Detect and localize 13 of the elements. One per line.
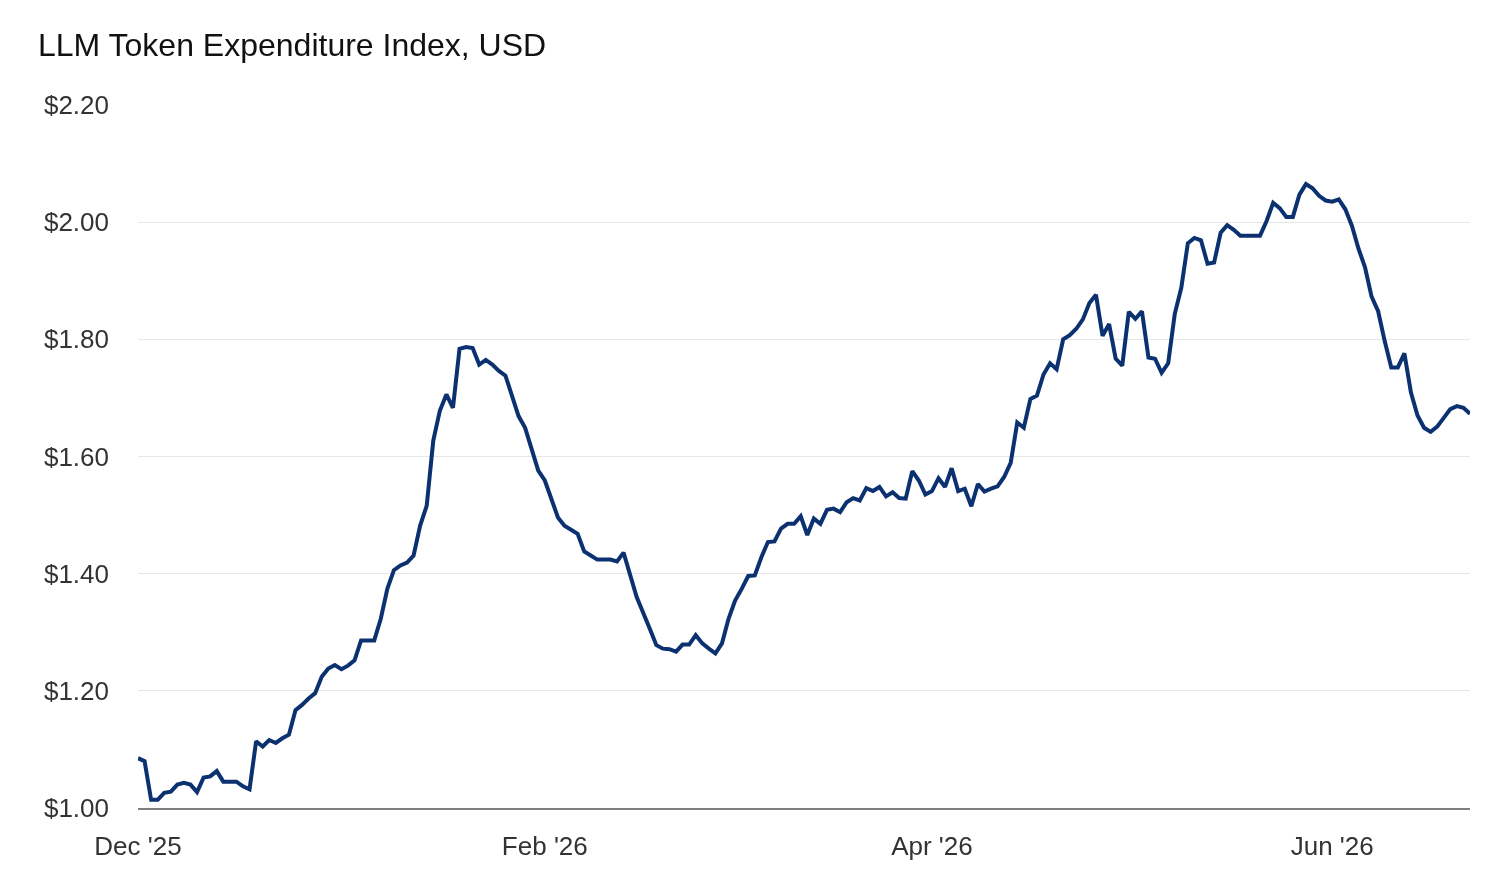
y-tick-label: $1.20 (43, 675, 109, 706)
x-tick-label: Feb '26 (501, 830, 588, 861)
x-tick-label: Apr '26 (891, 830, 973, 861)
x-tick-label: Jun '26 (1290, 830, 1374, 861)
y-tick-label: $1.80 (43, 324, 109, 355)
chart-title: LLM Token Expenditure Index, USD (38, 27, 547, 64)
y-tick-label: $2.20 (43, 90, 109, 121)
y-tick-label: $1.40 (43, 558, 109, 589)
y-tick-label: $1.60 (43, 441, 109, 472)
line-series (138, 182, 1470, 802)
y-tick-label: $2.00 (43, 207, 109, 238)
y-tick-label: $1.00 (43, 793, 109, 824)
x-tick-label: Dec '25 (94, 830, 182, 861)
